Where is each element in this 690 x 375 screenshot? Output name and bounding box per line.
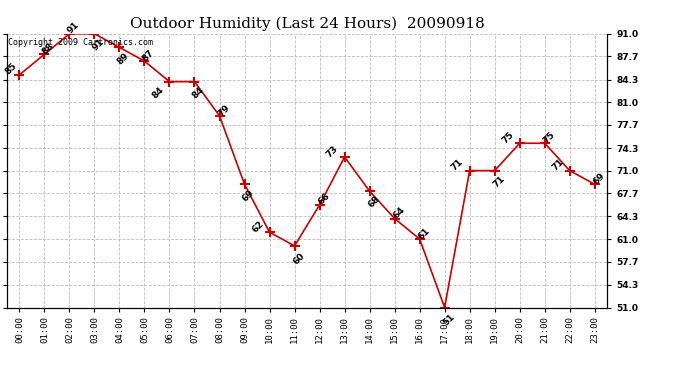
Text: 71: 71 [491,174,506,189]
Text: 79: 79 [216,103,231,118]
Text: 73: 73 [324,144,339,159]
Text: Copyright 2009 Cartronics.com: Copyright 2009 Cartronics.com [8,38,152,47]
Text: 64: 64 [391,206,406,220]
Text: 61: 61 [416,226,431,241]
Text: 87: 87 [141,48,156,63]
Text: 75: 75 [501,130,516,146]
Text: 68: 68 [366,195,382,210]
Text: 84: 84 [191,85,206,100]
Text: 75: 75 [541,130,556,146]
Text: 51: 51 [441,312,456,328]
Text: 71: 71 [551,158,566,173]
Text: 89: 89 [116,51,131,66]
Text: 91: 91 [66,21,81,36]
Text: 60: 60 [291,251,306,266]
Text: 88: 88 [41,41,56,56]
Title: Outdoor Humidity (Last 24 Hours)  20090918: Outdoor Humidity (Last 24 Hours) 2009091… [130,17,484,31]
Text: 85: 85 [3,62,19,77]
Text: 66: 66 [316,192,331,207]
Text: 91: 91 [91,37,106,52]
Text: 84: 84 [150,85,166,100]
Text: 62: 62 [251,219,266,234]
Text: 69: 69 [241,188,256,203]
Text: 69: 69 [591,171,607,186]
Text: 71: 71 [449,158,465,173]
